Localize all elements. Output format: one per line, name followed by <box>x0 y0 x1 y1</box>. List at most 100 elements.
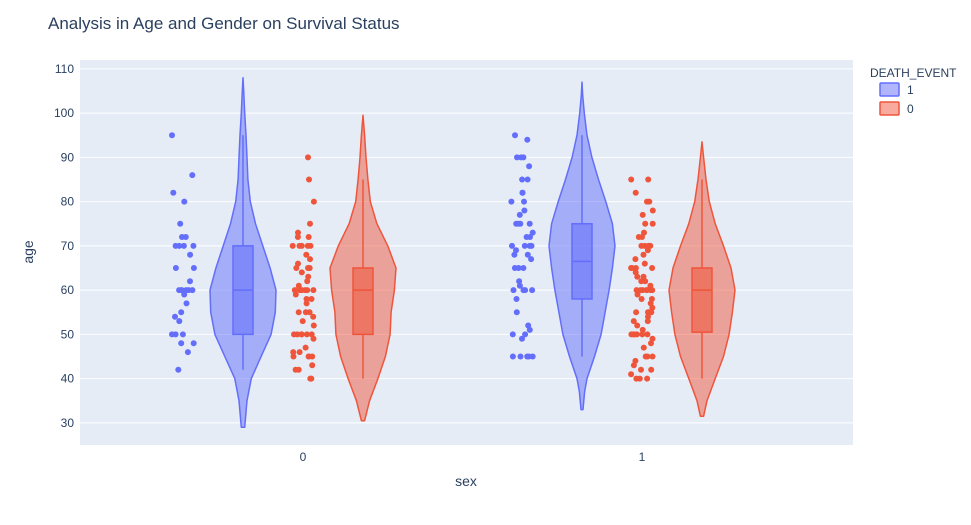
data-point <box>640 344 647 351</box>
data-point <box>510 287 517 294</box>
data-point <box>529 353 536 360</box>
violin-group-series1-sex1 <box>508 81 616 411</box>
data-point <box>642 353 649 360</box>
data-point <box>298 331 305 338</box>
data-point <box>183 300 190 307</box>
violin-marks <box>169 76 736 429</box>
y-axis-ticks: 30 40 50 60 70 80 90 100 110 <box>54 62 74 430</box>
data-point <box>182 234 189 240</box>
data-point <box>187 251 194 258</box>
y-axis-title: age <box>20 240 36 264</box>
data-point <box>526 326 533 333</box>
data-point <box>298 287 305 294</box>
y-tick-label: 40 <box>61 372 75 386</box>
data-point <box>632 265 639 271</box>
data-point <box>305 273 312 280</box>
data-point <box>514 154 520 161</box>
data-point <box>170 189 177 196</box>
data-point <box>306 176 312 183</box>
data-point <box>303 300 310 307</box>
data-point <box>511 251 518 258</box>
data-point <box>176 242 183 249</box>
data-point <box>181 291 188 298</box>
data-point <box>305 234 312 240</box>
legend-title: DEATH_EVENT <box>870 66 957 80</box>
data-point <box>642 220 649 227</box>
data-point <box>307 256 313 263</box>
data-point <box>526 163 533 170</box>
data-point <box>304 278 311 285</box>
data-point <box>516 211 523 218</box>
data-point <box>185 287 192 294</box>
data-point <box>304 287 311 294</box>
data-point <box>528 242 535 249</box>
y-tick-label: 110 <box>55 62 74 76</box>
data-point <box>519 189 526 196</box>
data-point <box>178 340 185 347</box>
data-point <box>309 353 316 360</box>
data-point <box>512 132 518 139</box>
data-point <box>509 331 516 338</box>
plot-background <box>80 60 853 445</box>
data-point <box>310 198 317 205</box>
legend-label-0: 0 <box>907 102 914 116</box>
data-point <box>644 318 651 325</box>
data-point <box>307 375 314 382</box>
data-point <box>524 251 531 258</box>
data-point <box>175 366 182 373</box>
violin-group-series1-sex0 <box>169 76 277 429</box>
data-point <box>639 326 646 333</box>
data-point <box>529 229 536 236</box>
data-point <box>521 198 527 205</box>
data-point <box>519 335 525 342</box>
data-point <box>628 176 635 183</box>
legend-item-0[interactable]: 0 <box>879 101 914 116</box>
data-point <box>645 242 652 249</box>
data-point <box>632 256 639 263</box>
data-point <box>524 176 531 183</box>
legend-item-1[interactable]: 1 <box>879 82 914 97</box>
data-point <box>189 172 196 179</box>
data-point <box>634 273 641 280</box>
data-point <box>303 251 310 258</box>
data-point <box>635 234 642 240</box>
data-point <box>509 353 516 360</box>
data-point <box>292 291 299 298</box>
y-tick-label: 30 <box>61 416 75 430</box>
data-point <box>640 273 647 280</box>
data-point <box>302 309 309 316</box>
data-point <box>633 375 640 382</box>
data-point <box>527 234 533 240</box>
violin-group-series0-sex1 <box>628 141 736 417</box>
data-point <box>644 331 651 338</box>
y-tick-label: 100 <box>54 106 74 120</box>
data-point <box>638 278 645 285</box>
data-point <box>522 287 529 294</box>
data-point <box>649 353 656 360</box>
data-point <box>640 251 647 258</box>
data-point <box>292 366 299 373</box>
data-point <box>647 287 654 294</box>
x-axis-title: sex <box>455 473 477 489</box>
data-point <box>524 136 531 143</box>
data-point <box>308 296 315 302</box>
data-point <box>295 309 302 316</box>
gridlines <box>80 68 853 424</box>
data-point <box>639 211 646 218</box>
data-point <box>293 265 300 271</box>
data-point <box>630 318 637 325</box>
data-point <box>310 313 317 320</box>
data-point <box>646 198 653 205</box>
data-point <box>639 287 646 294</box>
data-point <box>630 331 637 338</box>
data-point <box>520 265 527 271</box>
data-point <box>181 198 188 205</box>
data-point <box>517 220 524 227</box>
data-point <box>176 318 183 325</box>
data-point <box>638 242 645 249</box>
data-point <box>521 207 528 214</box>
data-point <box>638 296 645 302</box>
data-point <box>630 362 637 369</box>
x-tick-label: 0 <box>300 450 307 464</box>
data-point <box>519 176 526 183</box>
